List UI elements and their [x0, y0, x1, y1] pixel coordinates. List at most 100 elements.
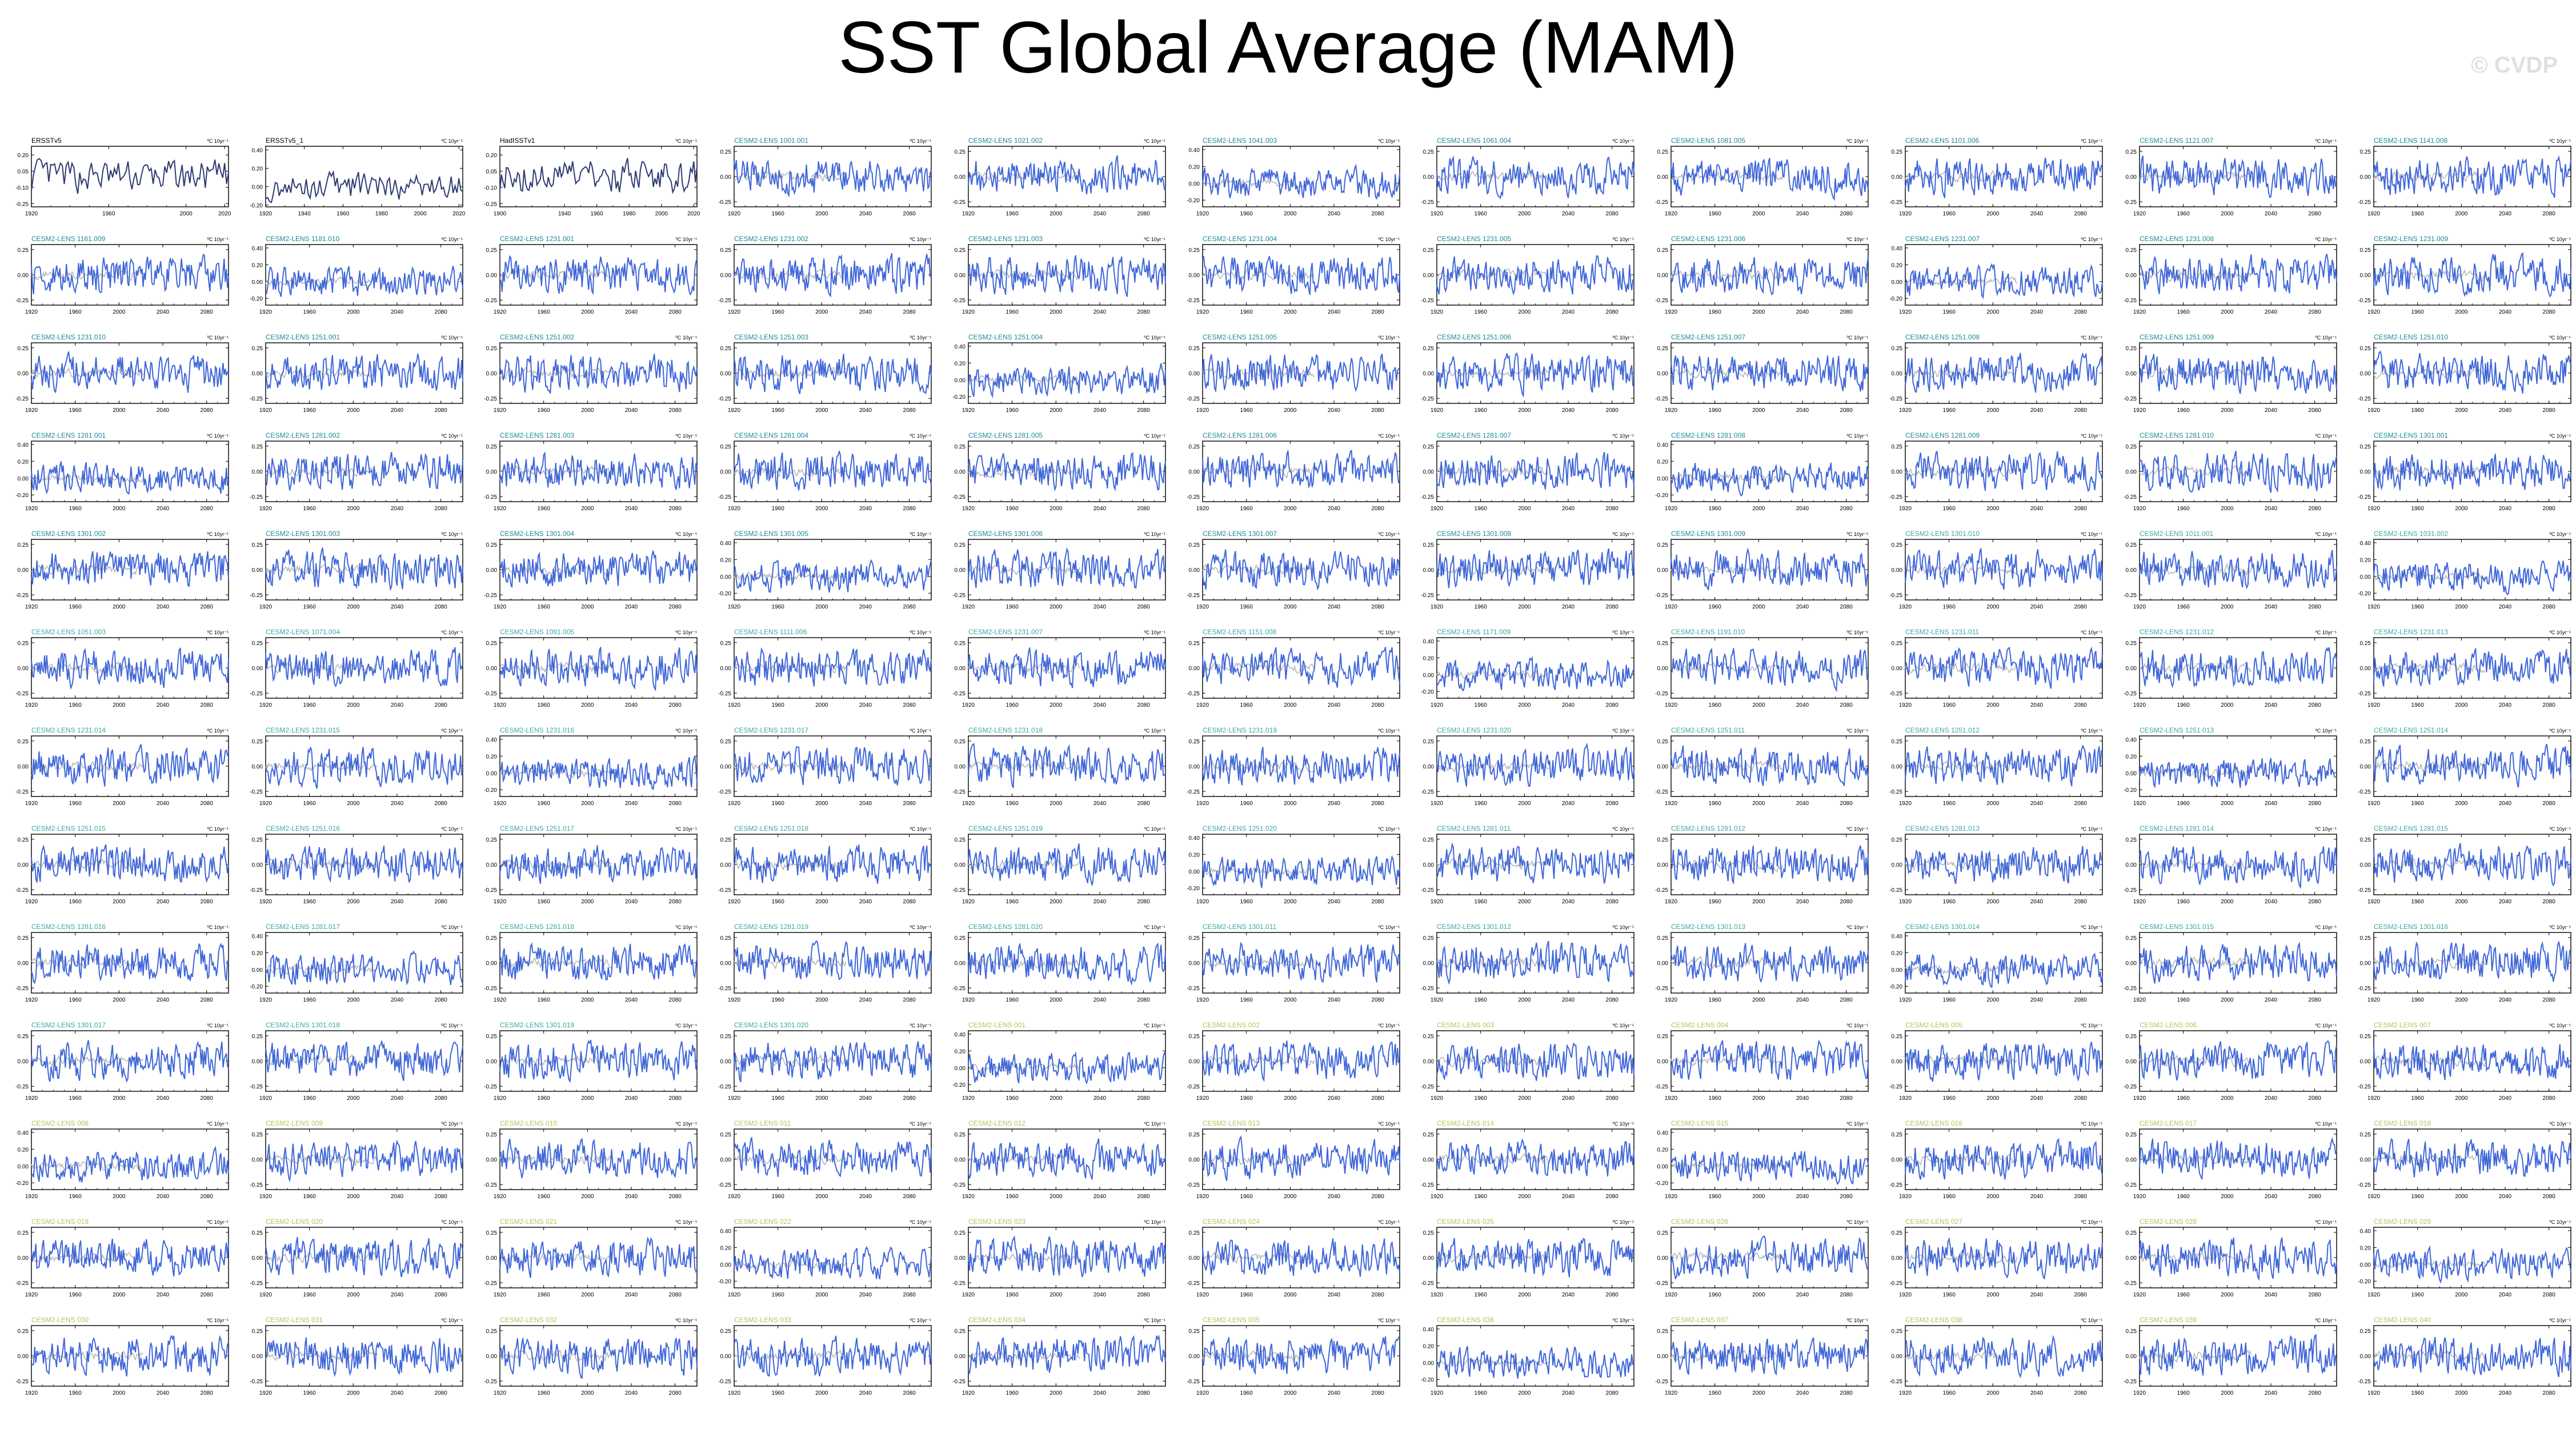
x-tick-label: 2040 [2030, 899, 2044, 905]
x-tick-label: 1960 [1943, 800, 1956, 807]
x-tick-label: 2040 [157, 604, 170, 610]
y-tick-label: -0.25 [1421, 1084, 1434, 1090]
x-tick-label: 1920 [25, 211, 38, 217]
panel-label: CESM2-LENS 011 [734, 1119, 791, 1127]
y-tick-label: -0.25 [2124, 691, 2137, 697]
panel-label: CESM2-LENS 1251.010 [2374, 333, 2448, 341]
x-tick-label: 2000 [1986, 800, 2000, 807]
x-tick-label: 2040 [2265, 1194, 2278, 1200]
obs-overlay-line [1670, 366, 1784, 381]
y-tick-label: 0.00 [1657, 567, 1669, 574]
x-tick-label: 1960 [2177, 800, 2190, 807]
series-line [1905, 157, 2103, 198]
panel-79: CESM2-LENS 1251.016 ºC 10yr⁻¹ -0.25 0.00 0.2… [234, 818, 468, 916]
x-tick-label: 1920 [1196, 1390, 1209, 1396]
x-tick-label: 2040 [859, 800, 872, 807]
y-tick-label: 0.00 [486, 1255, 498, 1262]
plot-frame [2373, 637, 2571, 699]
panel-label: CESM2-LENS 027 [1905, 1218, 1962, 1226]
y-tick-label: -0.25 [952, 691, 966, 697]
x-tick-label: 2040 [1796, 800, 1809, 807]
x-tick-label: 1920 [259, 997, 273, 1003]
series-line [2139, 254, 2337, 294]
panel-94: CESM2-LENS 1301.011 ºC 10yr⁻¹ -0.25 0.00 0.2… [1171, 916, 1405, 1015]
y-tick-label: 0.20 [1423, 655, 1435, 662]
x-tick-label: 2000 [1284, 604, 1297, 610]
y-tick-label: 0.00 [486, 1157, 498, 1163]
series-line [1202, 353, 1400, 393]
panel-label: CESM2-LENS 016 [1905, 1119, 1962, 1127]
y-tick-label: -0.25 [2358, 986, 2371, 992]
x-tick-label: 2040 [859, 407, 872, 414]
panel-label: CESM2-LENS 004 [1671, 1021, 1728, 1029]
panel-24: CESM2-LENS 1251.001 ºC 10yr⁻¹ -0.25 0.00 0.2… [234, 327, 468, 425]
x-tick-label: 2040 [859, 1292, 872, 1298]
x-tick-label: 2000 [581, 1390, 594, 1396]
x-tick-label: 2040 [625, 604, 638, 610]
y-tick-label: -0.25 [718, 199, 731, 206]
panel-units: ºC 10yr⁻¹ [675, 1121, 697, 1127]
x-tick-label: 2080 [669, 899, 682, 905]
x-tick-label: 1920 [1899, 1292, 1912, 1298]
x-tick-label: 1960 [1709, 702, 1722, 709]
y-tick-label: -0.25 [718, 396, 731, 402]
panel-9: CESM2-LENS 1101.006 ºC 10yr⁻¹ -0.25 0.00 0.2… [1874, 130, 2108, 229]
x-tick-label: 2040 [1093, 211, 1107, 217]
plot-frame [499, 146, 698, 207]
x-tick-label: 2080 [201, 702, 214, 709]
y-tick-label: 0.25 [1189, 542, 1200, 549]
y-tick-label: 0.00 [1423, 174, 1435, 181]
x-tick-label: 1920 [1431, 800, 1444, 807]
x-tick-label: 1920 [962, 702, 975, 709]
x-tick-label: 2080 [2074, 604, 2088, 610]
y-tick-label: 0.20 [2360, 1245, 2371, 1251]
y-tick-label: -0.25 [2124, 1379, 2137, 1385]
panel-label: CESM2-LENS 032 [500, 1316, 557, 1324]
x-tick-label: 2080 [2074, 1095, 2088, 1102]
panel-units: ºC 10yr⁻¹ [2549, 138, 2571, 144]
x-tick-label: 2080 [1372, 1390, 1385, 1396]
y-tick-label: 0.40 [2360, 1228, 2371, 1235]
x-tick-label: 1920 [2367, 702, 2381, 709]
panel-chart-23: CESM2-LENS 1231.010 ºC 10yr⁻¹-0.250.000.2… [15, 333, 229, 414]
x-tick-label: 1960 [1709, 1095, 1722, 1102]
panel-units: ºC 10yr⁻¹ [910, 1023, 931, 1028]
panel-units: ºC 10yr⁻¹ [1378, 1318, 1400, 1323]
y-tick-label: 0.25 [1189, 641, 1200, 647]
panel-label: CESM2-LENS 1281.004 [734, 431, 808, 439]
x-tick-label: 1920 [1899, 407, 1912, 414]
x-tick-label: 1960 [2177, 1390, 2190, 1396]
y-tick-label: 0.00 [1892, 174, 1903, 181]
panel-label: CESM2-LENS 026 [1671, 1218, 1728, 1226]
x-tick-label: 2080 [2074, 211, 2088, 217]
panel-label: CESM2-LENS 1231.016 [500, 726, 574, 734]
y-tick-label: -0.25 [15, 986, 29, 992]
panel-chart-51: CESM2-LENS 1301.008 ºC 10yr⁻¹-0.250.000.2… [1421, 530, 1634, 610]
panel-units: ºC 10yr⁻¹ [2549, 1219, 2571, 1225]
panel-47: CESM2-LENS 1301.004 ºC 10yr⁻¹ -0.25 0.00 0.2… [468, 523, 703, 622]
x-tick-label: 2000 [1986, 1292, 2000, 1298]
x-tick-label: 1960 [69, 604, 82, 610]
x-tick-label: 1960 [772, 899, 785, 905]
x-tick-label: 1920 [259, 1292, 273, 1298]
x-tick-label: 2000 [1284, 211, 1297, 217]
x-tick-label: 1960 [591, 211, 604, 217]
x-tick-label: 2080 [201, 800, 214, 807]
x-tick-label: 2000 [581, 1194, 594, 1200]
x-tick-label: 2040 [625, 407, 638, 414]
panel-label: CESM2-LENS 038 [1905, 1316, 1962, 1324]
y-tick-label: 0.00 [1189, 273, 1200, 279]
panel-132: CESM2-LENS 029 ºC 10yr⁻¹ -0.20 0.00 0.20 0.40… [2342, 1211, 2576, 1310]
panel-chart-118: CESM2-LENS 015 ºC 10yr⁻¹-0.200.000.200.40… [1655, 1119, 1869, 1200]
x-tick-label: 2080 [2074, 800, 2088, 807]
x-tick-label: 2000 [1752, 1095, 1765, 1102]
y-tick-label: 0.00 [486, 567, 498, 574]
panel-label: CESM2-LENS 015 [1671, 1119, 1728, 1127]
x-tick-label: 2080 [435, 604, 448, 610]
x-tick-label: 2080 [903, 407, 916, 414]
x-tick-label: 1960 [1943, 604, 1956, 610]
y-tick-label: -0.25 [1421, 986, 1434, 992]
x-tick-label: 2080 [2543, 800, 2556, 807]
panel-70: CESM2-LENS 1231.017 ºC 10yr⁻¹ -0.25 0.00 0.2… [703, 720, 937, 818]
